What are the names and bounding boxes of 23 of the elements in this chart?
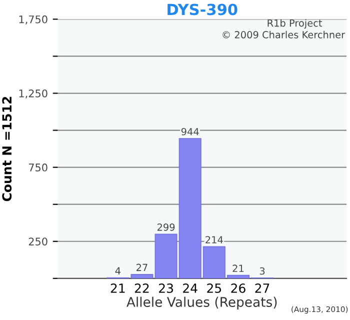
x-tick-label: 26 xyxy=(231,283,246,293)
data-label: 3 xyxy=(260,267,265,275)
y-tick-label: 250 xyxy=(28,238,48,246)
x-tick-label: 23 xyxy=(158,283,173,293)
y-axis-title: Count N =1512 xyxy=(2,96,12,202)
data-label: 944 xyxy=(181,128,199,136)
x-axis-title: Allele Values (Repeats) xyxy=(126,296,277,310)
x-tick-label: 24 xyxy=(183,283,198,293)
annotation: © 2009 Charles Kerchner xyxy=(222,30,346,38)
data-label: 4 xyxy=(115,267,120,274)
data-label: 21 xyxy=(232,264,244,272)
x-tick-label: 21 xyxy=(110,283,125,293)
data-label: 299 xyxy=(157,223,175,231)
x-tick-label: 25 xyxy=(207,283,222,293)
x-tick-label: 27 xyxy=(255,283,270,293)
y-tick-label: 750 xyxy=(29,164,48,172)
annotation: R1b Project xyxy=(268,19,322,29)
data-label: 27 xyxy=(136,264,148,271)
chart-title: DYS-390 xyxy=(168,4,238,16)
data-label: 214 xyxy=(206,236,223,244)
y-tick-label: 1,250 xyxy=(19,89,48,98)
x-tick-label: 22 xyxy=(134,283,149,293)
y-tick-label: 1,750 xyxy=(19,15,48,24)
